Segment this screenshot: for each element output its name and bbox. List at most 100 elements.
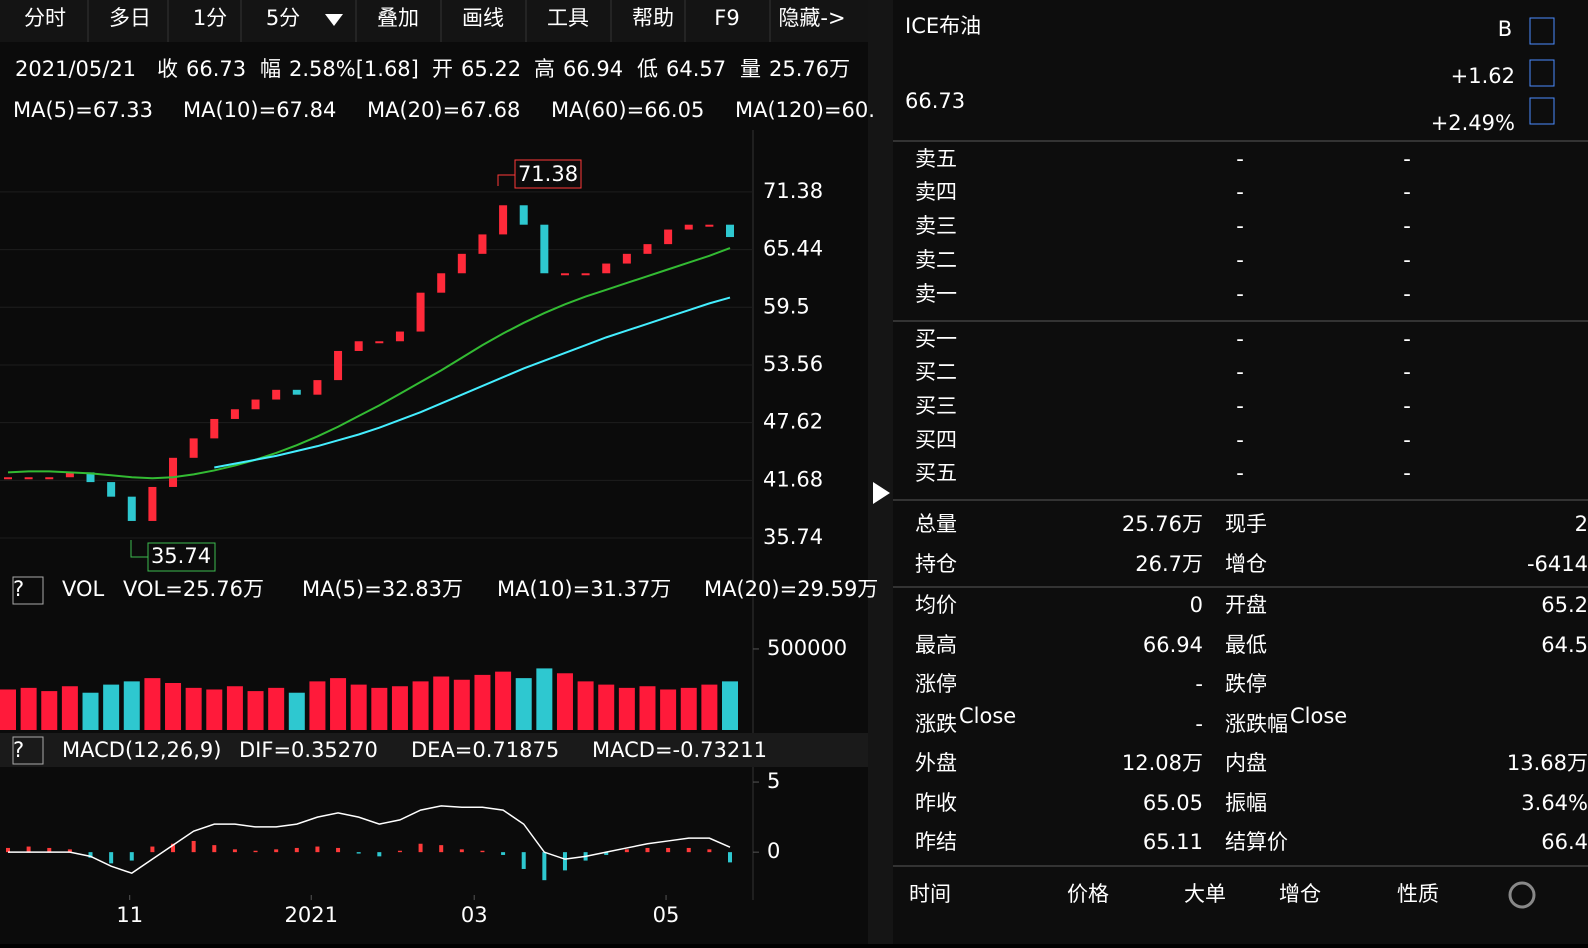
edit-icon[interactable] [1529,17,1555,45]
add-icon[interactable] [1529,97,1555,125]
volume-bar [598,684,615,730]
toolbar-button[interactable]: 画线 [462,6,504,30]
change-pct: +2.49% [1431,111,1515,135]
candle [189,438,198,458]
stat-cell: 65.2 [1541,593,1588,617]
candle [313,380,322,395]
toolbar-button[interactable]: 隐藏-> [778,6,845,30]
toolbar-button[interactable]: 叠加 [377,6,419,30]
candle [395,331,404,342]
book-volume: - [1403,360,1411,384]
toolbar-button[interactable]: 分时 [24,6,66,30]
volume-bar [639,686,656,730]
divider [868,0,893,944]
toolbar-button[interactable]: 1分 [193,6,227,30]
stat-cell: 增仓 [1225,552,1267,576]
candle [643,244,652,254]
macd-bar [397,850,402,853]
book-label: 买五 [915,461,957,485]
trades-header: 时间 [909,882,951,906]
candle [107,482,116,497]
macd-bar [191,840,196,853]
high-box [514,159,582,189]
y-tick-label: 500000 [767,636,847,660]
book-price: - [1236,394,1244,418]
candle [272,389,281,400]
candle [684,224,693,230]
book-price: - [1236,282,1244,306]
dropdown[interactable] [325,14,343,26]
candle [602,263,611,274]
y-tick-label: 71.38 [763,179,823,203]
volume-bar [391,686,408,730]
macd-bar [356,852,361,854]
macd-bar [171,843,176,853]
toolbar-button[interactable]: 帮助 [632,6,674,30]
vol-legend: ? [13,577,24,601]
stat-sup: Close [1290,704,1347,728]
stat-cell: 内盘 [1225,751,1267,775]
vol-legend: VOL [62,577,105,601]
high-label: 71.38 [518,162,578,186]
low-label: 35.74 [151,544,211,568]
stat-cell: 25.76万 [1122,512,1203,536]
vol-legend: VOL=25.76万 [123,577,264,601]
macd-bar [624,849,629,853]
alert-icon[interactable] [1529,59,1555,87]
macd-bar [728,852,732,863]
stat-cell: 开盘 [1225,593,1267,617]
macd-bar [707,849,712,853]
stat-cell: 13.68万 [1507,751,1588,775]
info-value: 66.94 [563,57,623,81]
macd-bar [604,852,609,855]
macd-bar [109,852,114,864]
macd-bar [501,852,506,855]
info-value: 66.73 [186,57,246,81]
ma-line [7,247,731,480]
settings-icon[interactable] [1508,881,1536,909]
dif-line [8,805,731,875]
candle [416,292,425,332]
expand-arrow[interactable] [873,482,890,504]
candle [230,409,239,419]
candle [664,229,673,245]
low-pointer [130,540,148,558]
macd-legend: DEA=0.71875 [411,738,559,762]
toolbar-button[interactable]: 多日 [109,6,151,30]
x-tick-label: 2021 [285,903,338,927]
book-label: 买四 [915,428,957,452]
ma-line [214,296,731,469]
ma-legend: MA(120)=60. [735,98,875,122]
macd-legend: DIF=0.35270 [239,738,378,762]
x-tick-label: 11 [116,903,143,927]
toolbar-button[interactable]: F9 [714,6,739,30]
toolbar-button[interactable]: 5分 [266,6,300,30]
macd-bar [315,846,320,853]
volume-bar [433,676,450,730]
candle [210,418,219,439]
book-label: 卖五 [915,147,957,171]
macd-bar [645,847,650,853]
info-value: 2.58%[1.68] [289,57,419,81]
stat-cell: -6414 [1527,552,1588,576]
candle [622,253,631,264]
info-label: 量 [740,57,761,81]
info-value: 64.57 [666,57,726,81]
book-price: - [1236,461,1244,485]
vol-legend: MA(5)=32.83万 [302,577,463,601]
stat-cell: 66.4 [1541,830,1588,854]
macd-legend: MACD=-0.73211 [592,738,767,762]
stat-cell: 65.11 [1143,830,1203,854]
volume-bar [556,673,573,730]
volume-bar [495,671,512,730]
book-volume: - [1403,327,1411,351]
volume-bar [680,687,697,730]
stat-cell: 2 [1575,512,1588,536]
book-label: 买一 [915,327,957,351]
toolbar-button[interactable]: 工具 [547,6,589,30]
book-price: - [1236,360,1244,384]
macd-bar [439,845,444,853]
stat-cell: 现手 [1225,512,1267,536]
macd-bar [47,847,52,853]
